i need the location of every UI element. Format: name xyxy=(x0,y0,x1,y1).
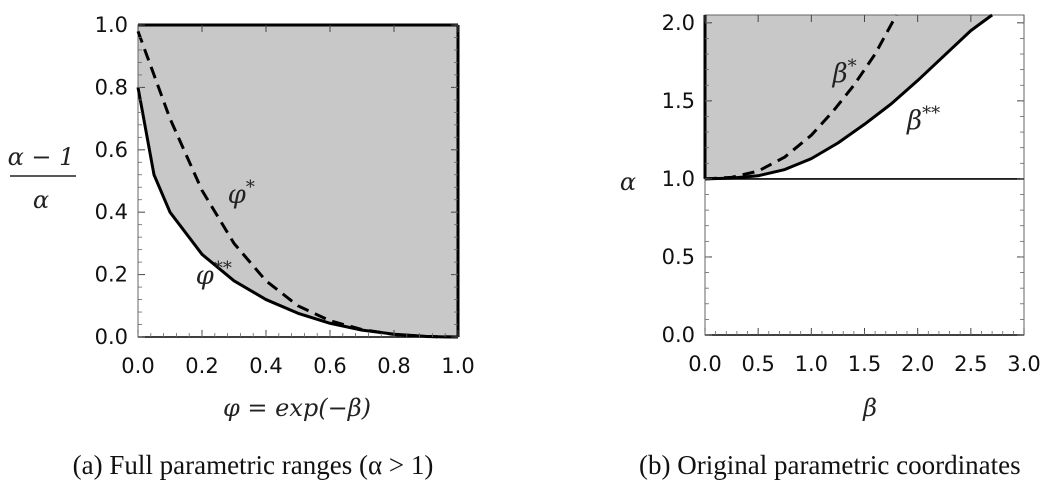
a-y-tick-label: 0.6 xyxy=(95,138,128,162)
a-ylabel-numerator: α − 1 xyxy=(8,143,75,171)
a-y-tick-label: 0.8 xyxy=(95,75,128,99)
b-x-tick-label: 2.5 xyxy=(954,352,987,376)
a-y-tick-label: 0.4 xyxy=(95,200,128,224)
panel-b: 0.0 0.5 1.0 1.5 2.0 2.5 3.0 0.0 0.5 1.0 1.5 2.0 β* β*… xyxy=(620,11,1041,480)
b-y-tick-label: 0.5 xyxy=(662,245,695,269)
a-annotation-0: φ* xyxy=(228,177,255,210)
panel-a: 0.0 0.2 0.4 0.6 0.8 1.0 0.0 0.2 0.4 0.6 0.8 1.0 φ* φ*… xyxy=(8,13,475,480)
b-y-tick-label: 2.0 xyxy=(662,11,695,35)
b-xlabel: β xyxy=(862,394,877,422)
b-annotation-0: β* xyxy=(832,56,857,89)
b-x-tick-label: 1.0 xyxy=(795,352,828,376)
b-y-tick-label: 1.0 xyxy=(662,167,695,191)
a-x-tick-label: 1.0 xyxy=(441,354,474,378)
b-ylabel: α xyxy=(620,168,636,196)
a-series-dashed-curve xyxy=(136,30,459,339)
b-annotation-1: β** xyxy=(906,103,940,136)
a-x-tick-label: 0.2 xyxy=(185,354,218,378)
a-xlabel: φ = exp(−β) xyxy=(223,394,371,422)
a-y-tick-label: 0.2 xyxy=(95,263,128,287)
a-x-tick-label: 0.0 xyxy=(121,354,154,378)
b-series-solid-curve xyxy=(704,13,993,181)
a-y-tick-label: 1.0 xyxy=(95,13,128,37)
b-x-tick-label: 3.0 xyxy=(1007,352,1040,376)
a-y-tick-label: 0.0 xyxy=(95,325,128,349)
a-x-tick-label: 0.6 xyxy=(313,354,346,378)
b-x-tick-label: 2.0 xyxy=(901,352,934,376)
b-y-tick-label: 1.5 xyxy=(662,89,695,113)
b-series-dashed-curve xyxy=(704,14,898,181)
b-y-tick-label: 0.0 xyxy=(662,323,695,347)
a-shaded-region xyxy=(138,25,458,337)
b-x-tick-label: 0.0 xyxy=(688,352,721,376)
b-x-tick-label: 0.5 xyxy=(741,352,774,376)
a-caption: (a) Full parametric ranges (α > 1) xyxy=(73,450,434,480)
b-shaded-region xyxy=(705,15,993,179)
b-x-tick-label: 1.5 xyxy=(848,352,881,376)
a-x-tick-label: 0.4 xyxy=(249,354,282,378)
a-x-tick-label: 0.8 xyxy=(377,354,410,378)
b-caption: (b) Original parametric coordinates xyxy=(639,450,1021,480)
a-annotation-1: φ** xyxy=(196,258,232,291)
a-ylabel-denominator: α xyxy=(33,186,49,214)
